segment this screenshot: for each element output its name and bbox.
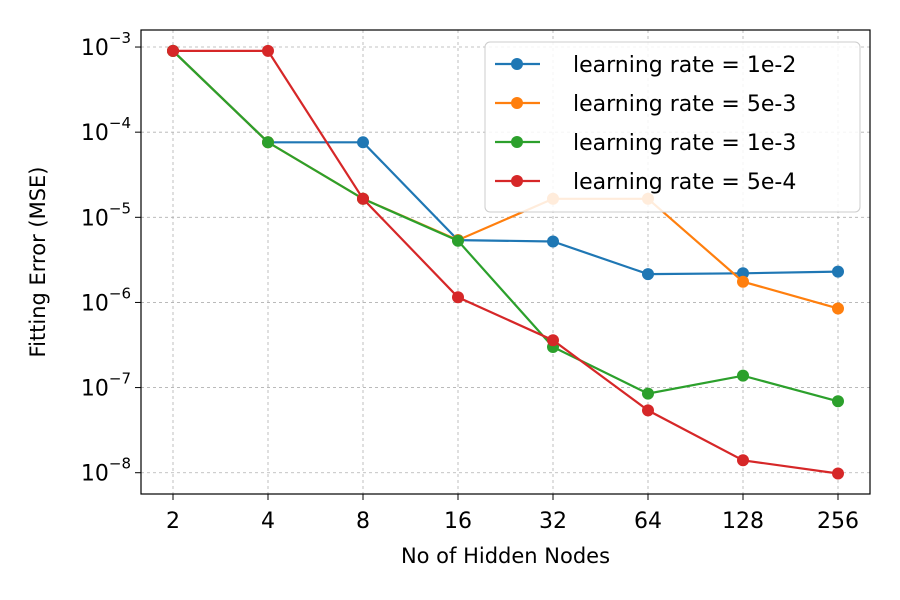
data-point	[832, 265, 844, 278]
y-tick-label: 10−6	[81, 284, 131, 316]
data-point	[357, 136, 369, 149]
legend-label: learning rate = 1e-2	[573, 53, 796, 78]
data-point	[832, 302, 844, 315]
y-tick-label: 10−8	[81, 455, 131, 487]
data-point	[737, 275, 749, 288]
legend-marker	[511, 136, 523, 148]
y-tick-label: 10−4	[81, 114, 131, 146]
data-point	[452, 234, 464, 247]
legend-item: learning rate = 5e-4	[495, 170, 796, 195]
data-point	[262, 44, 274, 57]
data-point	[357, 192, 369, 205]
x-axis-ticks: 2 4 8 16 32 64 128 256	[166, 494, 859, 534]
x-tick-label: 2	[166, 509, 180, 534]
x-tick-label: 32	[539, 509, 567, 534]
series-4	[167, 44, 844, 480]
legend-label: learning rate = 5e-4	[573, 170, 796, 195]
legend-box	[484, 41, 861, 213]
x-tick-label: 64	[634, 509, 662, 534]
x-tick-label: 16	[444, 509, 472, 534]
legend-item: learning rate = 5e-3	[495, 92, 796, 117]
legend-marker	[511, 97, 523, 109]
x-tick-label: 256	[817, 509, 859, 534]
data-point	[452, 291, 464, 304]
legend-label: learning rate = 5e-3	[573, 92, 796, 117]
data-point	[547, 334, 559, 347]
legend-marker	[511, 175, 523, 187]
y-tick-label: 10−7	[81, 370, 131, 402]
data-point	[642, 268, 654, 281]
data-point	[737, 369, 749, 382]
series-line	[172, 50, 839, 403]
data-point	[737, 267, 749, 280]
x-tick-label: 128	[722, 509, 764, 534]
plot-frame	[140, 29, 871, 495]
legend-item: learning rate = 1e-2	[495, 53, 796, 78]
y-axis-ticks: 10−3 10−4 10−5 10−6 10−7 10−8	[81, 29, 141, 487]
x-tick-label: 4	[261, 509, 275, 534]
legend-item: learning rate = 1e-3	[495, 131, 796, 156]
legend: learning rate = 1e-2 learning rate = 5e-3…	[484, 41, 861, 213]
y-tick-label: 10−3	[81, 29, 131, 61]
data-point	[737, 454, 749, 467]
legend-label: learning rate = 1e-3	[573, 131, 796, 156]
data-point	[832, 395, 844, 408]
data-point	[167, 44, 179, 57]
x-tick-label: 8	[356, 509, 370, 534]
y-axis-label: Fitting Error (MSE)	[26, 167, 50, 358]
data-point	[642, 387, 654, 400]
data-point	[547, 235, 559, 248]
data-point	[832, 467, 844, 480]
data-point	[262, 136, 274, 149]
series-lines	[167, 44, 844, 480]
series-line	[173, 49, 839, 475]
data-point	[642, 404, 654, 417]
legend-marker	[511, 58, 523, 70]
series-line	[172, 50, 839, 276]
x-axis-label: No of Hidden Nodes	[401, 544, 610, 568]
y-tick-label: 10−5	[81, 199, 131, 231]
